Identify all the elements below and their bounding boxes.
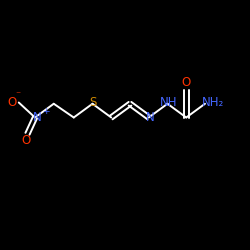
Text: S: S xyxy=(89,96,96,109)
Text: ⁻: ⁻ xyxy=(15,90,20,100)
Text: NH: NH xyxy=(160,96,178,109)
Text: N: N xyxy=(146,111,154,124)
Text: O: O xyxy=(182,76,191,90)
Text: +: + xyxy=(42,108,49,116)
Text: N: N xyxy=(32,111,42,124)
Text: O: O xyxy=(7,96,16,109)
Text: O: O xyxy=(22,134,31,147)
Text: NH₂: NH₂ xyxy=(202,96,224,109)
